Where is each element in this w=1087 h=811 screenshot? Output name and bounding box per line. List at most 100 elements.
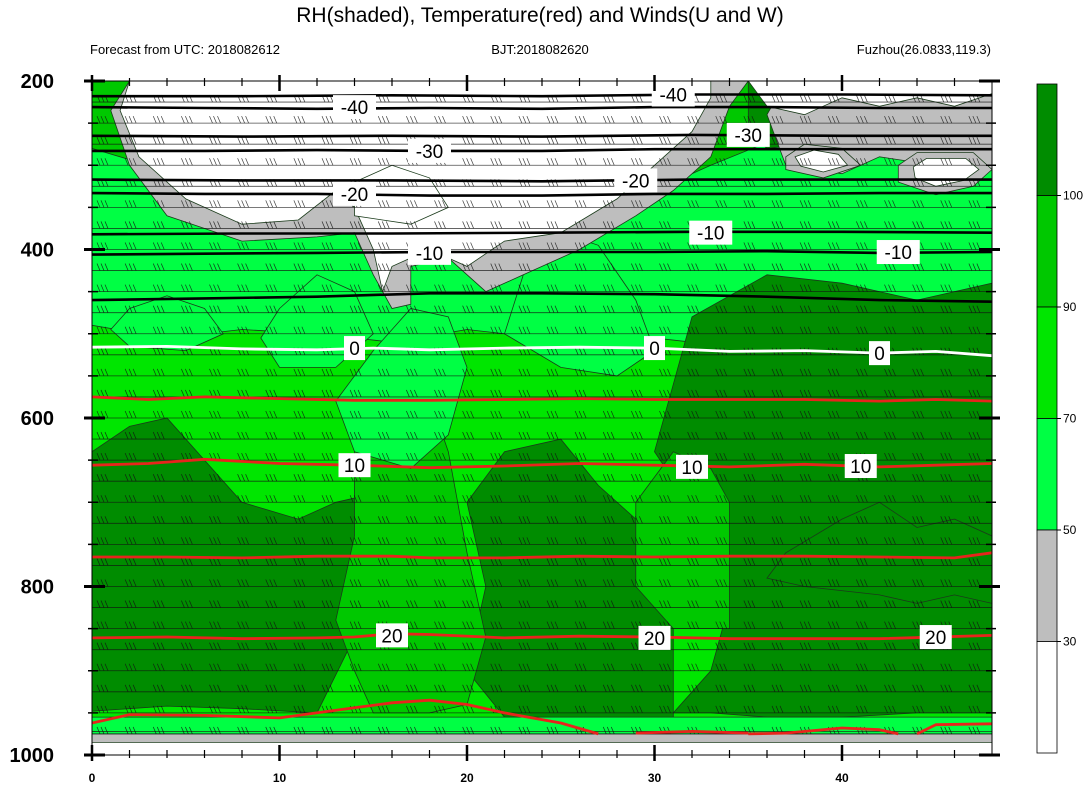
wind-barb-0-15 <box>521 81 530 82</box>
wind-barb-9-18 <box>602 263 615 271</box>
wind-barb-24-18 <box>602 579 615 587</box>
wind-barb-15-28 <box>884 389 896 398</box>
wind-barb-17-25 <box>799 431 812 440</box>
wind-barb-24-28 <box>884 579 896 587</box>
wind-barb-20-17 <box>574 495 587 503</box>
wind-barb-10-2 <box>152 284 165 292</box>
contour-label-text-5: -20 <box>622 171 649 192</box>
wind-barb-16-21 <box>687 410 699 419</box>
temperature-contour-1 <box>92 93 992 98</box>
contour-label-3: -30 <box>726 122 770 147</box>
wind-barb-18-22 <box>715 452 728 461</box>
wind-barb-24-8 <box>321 579 334 587</box>
wind-barb-11-12 <box>434 305 446 313</box>
wind-barb-14-14 <box>490 368 503 377</box>
wind-barb-0-4 <box>212 81 221 82</box>
wind-barb-17-17 <box>574 431 587 440</box>
wind-barb-0-8 <box>324 81 333 82</box>
wind-barb-15-30 <box>940 389 953 398</box>
wind-barb-22-19 <box>631 537 643 545</box>
wind-barb-10-24 <box>771 284 784 292</box>
wind-barb-23-8 <box>321 558 334 566</box>
wind-barb-19-17 <box>574 474 587 482</box>
wind-barb-16-9 <box>349 410 362 419</box>
contour-label-box-12 <box>338 453 371 478</box>
temperature-contour-3 <box>92 133 992 138</box>
wind-barb-4-1 <box>124 158 137 166</box>
wind-barb-25-16 <box>546 600 559 608</box>
contour-label-box-15 <box>376 623 408 648</box>
wind-barb-29-2 <box>152 684 165 692</box>
wind-barb-15-0 <box>96 389 109 398</box>
wind-barb-13-1 <box>124 347 137 355</box>
wind-barb-19-1 <box>124 474 137 482</box>
wind-barb-24-16 <box>546 579 559 587</box>
wind-barb-17-11 <box>406 431 418 440</box>
wind-barb-8-24 <box>771 242 784 250</box>
temperature-contour-21 <box>916 722 992 736</box>
wind-barb-8-23 <box>743 242 756 250</box>
wind-barb-6-26 <box>827 200 840 208</box>
wind-barb-14-2 <box>152 368 165 377</box>
wind-barb-4-6 <box>265 158 278 166</box>
wind-barb-6-28 <box>884 200 896 208</box>
wind-barb-20-19 <box>631 495 643 503</box>
wind-barb-21-1 <box>124 516 137 524</box>
wind-barb-28-6 <box>265 663 278 671</box>
wind-barb-0-19 <box>633 81 643 82</box>
wind-barb-23-15 <box>518 558 531 566</box>
wind-barb-25-0 <box>96 600 109 608</box>
wind-barb-2-7 <box>293 115 306 124</box>
wind-barb-22-0 <box>96 537 109 545</box>
temperature-contour-0 <box>92 105 992 111</box>
wind-barb-30-4 <box>209 705 221 714</box>
forecast-center-string: BJT:2018082620 <box>491 42 589 57</box>
wind-barb-10-11 <box>406 284 418 292</box>
wind-barb-10-3 <box>181 284 193 292</box>
wind-barb-18-5 <box>237 452 249 461</box>
wind-barb-20-14 <box>490 495 503 503</box>
wind-barb-15-12 <box>434 389 446 398</box>
wind-barb-9-22 <box>715 263 728 271</box>
wind-barb-30-6 <box>265 705 278 714</box>
wind-barb-14-27 <box>856 368 868 377</box>
wind-barb-2-3 <box>181 115 193 124</box>
wind-barb-6-2 <box>152 200 165 208</box>
wind-barb-26-6 <box>265 621 278 629</box>
wind-barb-1-23 <box>743 94 756 103</box>
wind-barb-7-15 <box>518 221 531 229</box>
wind-barb-8-10 <box>377 242 390 250</box>
wind-barb-23-21 <box>687 558 699 566</box>
wind-barb-1-27 <box>856 94 868 103</box>
contour-label-1: -40 <box>651 82 695 107</box>
wind-barb-0-7 <box>296 81 305 82</box>
wind-barb-21-24 <box>771 516 784 524</box>
wind-barb-27-4 <box>209 642 221 650</box>
wind-barb-27-15 <box>518 642 531 650</box>
wind-barb-22-13 <box>462 537 474 545</box>
wind-barb-21-17 <box>574 516 587 524</box>
wind-barb-29-16 <box>546 684 559 692</box>
temperature-contour-14 <box>92 632 992 641</box>
wind-barb-9-3 <box>181 263 193 271</box>
temperature-contour-18 <box>92 698 599 736</box>
contour-label-11: 0 <box>869 341 890 366</box>
wind-barb-2-22 <box>715 115 728 124</box>
wind-barb-7-10 <box>377 221 390 229</box>
contour-label-box-8 <box>876 240 920 265</box>
temperature-contour-9 <box>92 344 992 358</box>
wind-barb-12-12 <box>434 326 446 334</box>
wind-barb-9-2 <box>152 263 165 271</box>
wind-barb-27-12 <box>434 642 446 650</box>
wind-barb-28-15 <box>518 663 531 671</box>
wind-barb-23-4 <box>209 558 221 566</box>
wind-barb-6-13 <box>462 200 474 208</box>
wind-barb-3-1 <box>124 137 137 145</box>
wind-barb-26-24 <box>771 621 784 629</box>
wind-barb-16-12 <box>434 410 446 419</box>
wind-barb-28-5 <box>237 663 249 671</box>
wind-barb-0-10 <box>380 81 390 82</box>
wind-barb-4-25 <box>799 158 812 166</box>
wind-barb-17-15 <box>518 431 531 440</box>
